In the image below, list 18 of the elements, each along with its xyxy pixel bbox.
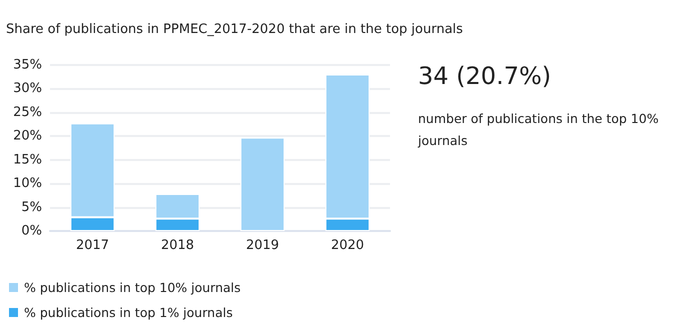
text: number of publications in the top 10% journals — [418, 110, 660, 150]
y-tick-label: 10% — [13, 176, 42, 192]
text: 34 (20.7%) — [418, 62, 552, 90]
chart-title: Share of publications in PPMEC_2017-2020 that are in the top journals — [6, 22, 463, 37]
legend-label: % publications in top 10% journals — [24, 280, 241, 295]
x-tick-label: 2018 — [160, 238, 194, 253]
y-tick-label: 20% — [13, 128, 42, 144]
bar — [240, 138, 285, 231]
y-tick-label: 15% — [13, 152, 42, 168]
y-tick-label: 30% — [13, 81, 42, 96]
legend-label: % publications in top 1% journals — [24, 305, 233, 320]
y-tick-label: 0% — [21, 224, 42, 238]
x-tick-label: 2019 — [246, 238, 280, 253]
x-tick-label: 2020 — [330, 238, 364, 253]
y-tick-label: 25% — [13, 104, 42, 120]
x-tick-label: 2017 — [76, 238, 110, 253]
y-tick-label: 35% — [13, 58, 42, 72]
y-tick-label: 5% — [21, 200, 42, 215]
